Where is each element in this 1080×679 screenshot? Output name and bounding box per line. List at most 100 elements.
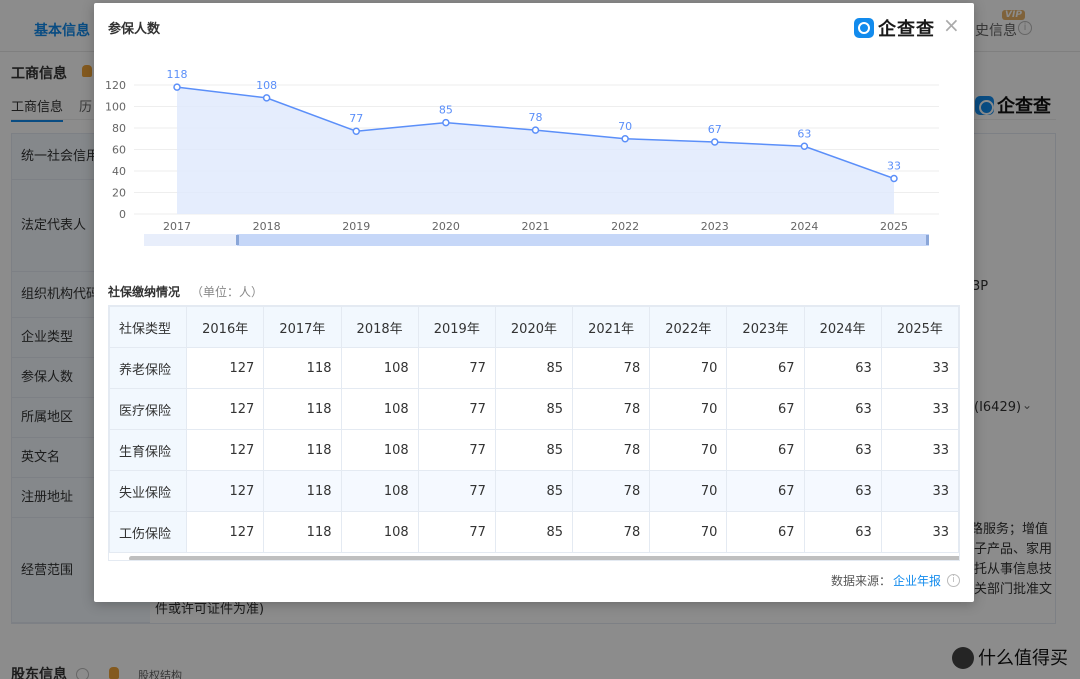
table-cell: 108 (340, 388, 419, 430)
insurance-table-container[interactable]: 社保类型 2016年 2017年 2018年 2019年 2020年 2021年 2022年 2… (108, 305, 960, 561)
y-tick-label: 0 (119, 208, 126, 221)
table-cell: 127 (186, 429, 265, 471)
table-cell: 118 (263, 347, 342, 389)
y-tick-label: 80 (112, 122, 126, 135)
table-header-year: 2025年 (880, 306, 959, 348)
info-icon: i (947, 574, 960, 587)
table-cell: 85 (494, 388, 574, 430)
data-point (890, 174, 898, 183)
table-header-year: 2018年 (340, 306, 419, 348)
y-axis: 0 20 40 60 80 100 120 (105, 79, 126, 221)
x-tick-label: 2022 (611, 220, 639, 233)
data-label: 85 (439, 104, 453, 117)
data-label: 63 (797, 127, 811, 140)
x-axis: 2017 2018 2019 2020 2021 2022 2023 2024 2025 (163, 220, 908, 233)
table-cell: 77 (417, 347, 496, 389)
close-icon[interactable]: × (943, 13, 960, 37)
bell-icon (82, 65, 92, 77)
table-cell: 33 (880, 470, 959, 512)
table-cell: 67 (726, 429, 805, 471)
table-cell: 33 (880, 347, 959, 389)
table-row: 养老保险 127 118 108 77 85 78 70 67 63 33 (109, 347, 959, 389)
table-cell: 85 (494, 511, 574, 553)
table-cell: 78 (572, 470, 651, 512)
x-tick-label: 2017 (163, 220, 191, 233)
table-cell: 63 (803, 470, 882, 512)
series-area (177, 87, 894, 214)
fragment-scope-2: 子产品、家用 (974, 542, 1053, 557)
nav-history-info[interactable]: 史信息 (975, 23, 1017, 39)
x-tick-label: 2023 (701, 220, 729, 233)
x-tick-label: 2020 (432, 220, 460, 233)
zoom-slider-handle-right[interactable] (926, 235, 929, 245)
table-row: 失业保险 127 118 108 77 85 78 70 67 63 33 (109, 470, 959, 512)
chevron-down-icon[interactable]: ⌄ (1022, 398, 1033, 412)
logo-text: 企查查 (997, 96, 1051, 117)
data-label: 67 (708, 123, 722, 136)
watermark-text: 什么值得买 (978, 648, 1068, 669)
y-tick-label: 40 (112, 165, 126, 178)
zoom-slider-handle-left[interactable] (236, 235, 239, 245)
logo-mark-icon (854, 18, 874, 38)
table-header-year: 2019年 (417, 306, 496, 348)
table-cell: 127 (186, 470, 265, 512)
bell-icon (109, 667, 119, 679)
fragment-org-code: 3P (972, 279, 989, 294)
table-cell: 85 (494, 429, 574, 471)
data-point (711, 138, 719, 146)
tab-history[interactable]: 历 (79, 100, 93, 115)
table-header-type: 社保类型 (109, 306, 188, 348)
table-cell: 118 (263, 429, 342, 471)
x-tick-label: 2018 (253, 220, 281, 233)
data-point (262, 94, 271, 102)
x-tick-label: 2025 (880, 220, 908, 233)
table-cell: 78 (572, 429, 651, 471)
data-point (352, 127, 360, 135)
horizontal-scrollbar[interactable] (129, 556, 959, 560)
insured-count-modal: 参保人数 企查查 × 0 20 40 60 80 100 120 2017 2018 2019 2… (94, 3, 974, 602)
table-header-year: 2022年 (649, 306, 728, 348)
equity-structure-link[interactable]: 股权结构 (138, 669, 182, 679)
data-point (173, 83, 181, 91)
table-cell: 127 (186, 388, 265, 430)
table-cell-type: 生育保险 (109, 429, 188, 471)
table-cell: 70 (649, 347, 728, 389)
table-cell: 77 (417, 388, 496, 430)
table-cell: 63 (803, 511, 882, 553)
table-cell: 63 (803, 347, 882, 389)
table-cell: 70 (649, 429, 728, 471)
table-cell: 118 (263, 511, 342, 553)
data-label: 33 (887, 160, 901, 173)
watermark-logo: 什么值得买 (952, 644, 1068, 670)
vip-badge: VIP (1002, 10, 1025, 20)
table-cell: 108 (340, 347, 419, 389)
nav-basic-info[interactable]: 基本信息 (34, 23, 90, 39)
table-cell: 85 (494, 347, 574, 389)
table-cell: 77 (417, 429, 496, 471)
table-row: 工伤保险 127 118 108 77 85 78 70 67 63 33 (109, 511, 959, 553)
table-header-year: 2024年 (803, 306, 882, 348)
table-cell: 67 (726, 347, 805, 389)
zoom-slider-selection[interactable] (237, 234, 929, 246)
y-tick-label: 60 (112, 144, 126, 157)
table-row: 生育保险 127 118 108 77 85 78 70 67 63 33 (109, 429, 959, 471)
tab-business-info[interactable]: 工商信息 (11, 96, 64, 122)
table-cell: 33 (880, 511, 959, 553)
fragment-scope-1: 路服务；增值 (970, 522, 1049, 537)
table-header-year: 2021年 (572, 306, 651, 348)
table-cell: 78 (572, 388, 651, 430)
table-cell-type: 失业保险 (109, 470, 188, 512)
table-cell: 33 (880, 388, 959, 430)
table-cell: 33 (880, 429, 959, 471)
source-annual-report-link[interactable]: 企业年报 (893, 574, 942, 588)
x-tick-label: 2019 (342, 220, 370, 233)
table-cell: 108 (340, 511, 419, 553)
shareholder-title: 股东信息 (11, 667, 67, 679)
table-cell: 63 (803, 429, 882, 471)
info-icon: i (1018, 21, 1032, 35)
table-cell: 77 (417, 470, 496, 512)
fragment-scope-4: 关部门批准文 (974, 582, 1053, 597)
data-point (531, 126, 540, 134)
data-label: 70 (618, 120, 632, 133)
table-header-row: 社保类型 2016年 2017年 2018年 2019年 2020年 2021年 2022年 2… (109, 306, 959, 348)
